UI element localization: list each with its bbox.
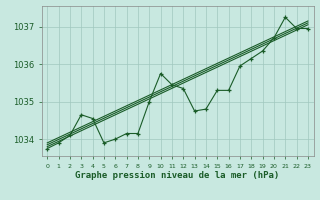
- X-axis label: Graphe pression niveau de la mer (hPa): Graphe pression niveau de la mer (hPa): [76, 171, 280, 180]
